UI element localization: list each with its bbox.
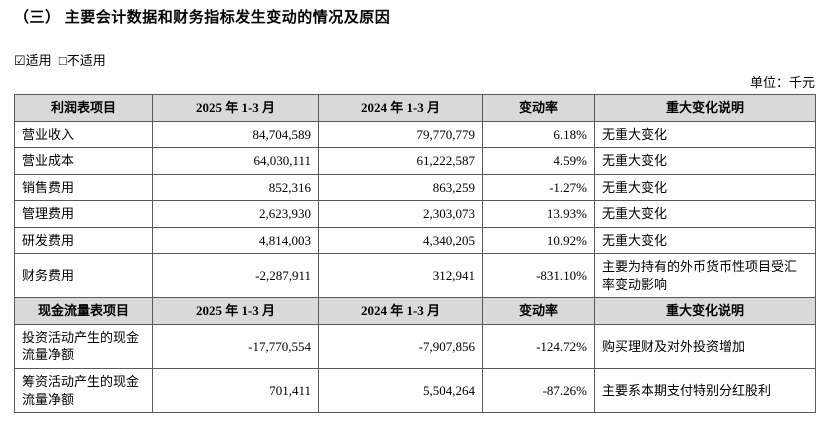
value-2025: 701,411 [152,368,319,414]
column-header-change: 变动率 [482,297,595,325]
row-item-label: 销售费用 [14,173,153,202]
change-rate: -1.27% [482,173,595,202]
table-row-selling-expense: 销售费用 852,316 863,259 -1.27% 无重大变化 [14,173,816,202]
column-header-2025: 2025 年 1-3 月 [152,297,319,325]
unit-label: 单位：千元 [749,75,815,90]
value-2024: 2,303,073 [318,200,483,228]
applicability-line: ☑适用 □不适用 [14,50,110,69]
column-header-change: 变动率 [482,94,595,122]
value-2024: 4,340,205 [318,226,483,255]
row-item-label: 财务费用 [14,253,153,299]
change-rate: 6.18% [482,120,595,149]
not-applicable-checkbox: □不适用 [58,53,106,68]
table-row-rd-expense: 研发费用 4,814,003 4,340,205 10.92% 无重大变化 [14,226,816,255]
column-header-item: 现金流量表项目 [14,297,153,325]
section-title: （三） 主要会计数据和财务指标发生变动的情况及原因 [14,10,391,26]
value-2025: -2,287,911 [152,253,319,299]
value-2025: -17,770,554 [152,323,319,370]
profit-table-header-row: 利润表项目 2025 年 1-3 月 2024 年 1-3 月 变动率 重大变化… [14,94,816,122]
value-2024: -7,907,856 [318,323,483,370]
change-rate: -831.10% [482,253,595,299]
table-row-finance-expense: 财务费用 -2,287,911 312,941 -831.10% 主要为持有的外… [14,253,816,299]
change-note: 无重大变化 [594,226,816,255]
value-2024: 863,259 [318,173,483,202]
value-2024: 79,770,779 [318,120,483,149]
value-2025: 2,623,930 [152,200,319,228]
table-row-admin-expense: 管理费用 2,623,930 2,303,073 13.93% 无重大变化 [14,200,816,228]
value-2025: 64,030,111 [152,147,319,175]
table-row-financing-cashflow: 筹资活动产生的现金流量净额 701,411 5,504,264 -87.26% … [14,368,816,414]
change-note: 无重大变化 [594,173,816,202]
change-rate: -124.72% [482,323,595,370]
column-header-item: 利润表项目 [14,94,153,122]
column-header-note: 重大变化说明 [594,94,816,122]
value-2024: 5,504,264 [318,368,483,414]
change-rate: 4.59% [482,147,595,175]
change-rate: 10.92% [482,226,595,255]
table-row-operating-cost: 营业成本 64,030,111 61,222,587 4.59% 无重大变化 [14,147,816,175]
value-2025: 84,704,589 [152,120,319,149]
row-item-label: 筹资活动产生的现金流量净额 [14,368,153,414]
change-note: 主要为持有的外币货币性项目受汇率变动影响 [594,253,816,299]
change-rate: 13.93% [482,200,595,228]
column-header-2025: 2025 年 1-3 月 [152,94,319,122]
row-item-label: 管理费用 [14,200,153,228]
row-item-label: 研发费用 [14,226,153,255]
value-2025: 852,316 [152,173,319,202]
change-note: 无重大变化 [594,200,816,228]
value-2025: 4,814,003 [152,226,319,255]
value-2024: 61,222,587 [318,147,483,175]
value-2024: 312,941 [318,253,483,299]
change-rate: -87.26% [482,368,595,414]
column-header-2024: 2024 年 1-3 月 [318,297,483,325]
table-row-investing-cashflow: 投资活动产生的现金流量净额 -17,770,554 -7,907,856 -12… [14,323,816,370]
change-note: 无重大变化 [594,120,816,149]
column-header-2024: 2024 年 1-3 月 [318,94,483,122]
column-header-note: 重大变化说明 [594,297,816,325]
change-note: 主要系本期支付特别分红股利 [594,368,816,414]
row-item-label: 营业收入 [14,120,153,149]
table-row-operating-revenue: 营业收入 84,704,589 79,770,779 6.18% 无重大变化 [14,120,816,149]
financial-changes-table: 利润表项目 2025 年 1-3 月 2024 年 1-3 月 变动率 重大变化… [14,94,816,414]
row-item-label: 投资活动产生的现金流量净额 [14,323,153,370]
change-note: 无重大变化 [594,147,816,175]
cashflow-table-header-row: 现金流量表项目 2025 年 1-3 月 2024 年 1-3 月 变动率 重大… [14,297,816,325]
applicable-checkbox: ☑适用 [14,53,52,68]
change-note: 购买理财及对外投资增加 [594,323,816,370]
row-item-label: 营业成本 [14,147,153,175]
